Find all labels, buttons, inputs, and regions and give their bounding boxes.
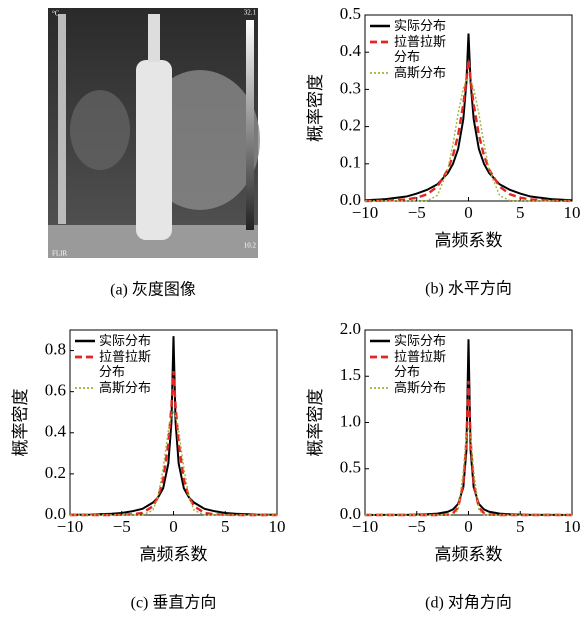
y-tick-label: 0.5: [340, 458, 361, 477]
legend-swatch: [75, 355, 95, 359]
y-axis-label: 概率密度: [306, 389, 325, 457]
y-tick-label: 0.4: [45, 422, 67, 441]
series-line: [365, 77, 572, 202]
x-tick-label: 5: [221, 517, 230, 536]
y-tick-label: 0.2: [45, 463, 66, 482]
y-tick-label: 1.5: [340, 365, 361, 384]
series-line: [365, 380, 572, 517]
legend-entry: 拉普拉斯分布: [369, 349, 452, 379]
legend-label: 拉普拉斯分布: [394, 349, 447, 379]
legend-swatch: [370, 24, 390, 28]
y-tick-label: 0.4: [340, 41, 362, 60]
series-line: [70, 410, 277, 516]
caption: (b) 水平方向: [425, 280, 512, 298]
legend-entry: 实际分布: [369, 18, 452, 33]
y-tick-label: 0.5: [340, 4, 361, 23]
x-tick-label: 10: [564, 203, 581, 222]
x-tick-label: 5: [516, 517, 525, 536]
x-tick-label: 10: [269, 517, 286, 536]
x-tick-label: −5: [408, 517, 426, 536]
x-tick-label: −5: [113, 517, 131, 536]
legend-entry: 高斯分布: [369, 380, 452, 395]
legend-swatch: [370, 387, 390, 389]
x-tick-label: 10: [564, 517, 581, 536]
legend-entry: 实际分布: [369, 333, 452, 348]
x-axis-label: 高频系数: [435, 231, 503, 250]
series-line: [364, 59, 573, 203]
unit-label: °C: [52, 10, 60, 18]
x-tick-label: 0: [464, 203, 473, 222]
y-axis-label: 概率密度: [11, 389, 30, 457]
legend: 实际分布 拉普拉斯分布 高斯分布: [369, 18, 452, 81]
legend: 实际分布 拉普拉斯分布 高斯分布: [369, 333, 452, 396]
series-line: [69, 336, 278, 516]
legend-label: 实际分布: [394, 18, 447, 33]
legend-swatch: [75, 387, 95, 389]
legend-swatch: [370, 72, 390, 74]
x-tick-label: 0: [464, 517, 473, 536]
x-tick-label: −10: [352, 203, 379, 222]
brand-label: FLIR: [52, 250, 68, 258]
x-tick-label: 5: [516, 203, 525, 222]
series-line: [70, 371, 277, 517]
min-label: 10.2: [244, 242, 257, 250]
legend-label: 实际分布: [99, 333, 152, 348]
legend-label: 拉普拉斯分布: [394, 34, 447, 64]
y-tick-label: 0.0: [340, 190, 361, 209]
legend-label: 拉普拉斯分布: [99, 349, 152, 379]
legend-entry: 拉普拉斯分布: [369, 34, 452, 64]
x-axis-label: 高频系数: [140, 545, 208, 564]
caption: (c) 垂直方向: [131, 594, 217, 612]
legend: 实际分布 拉普拉斯分布 高斯分布: [74, 333, 157, 396]
legend-swatch: [75, 339, 95, 343]
legend-entry: 拉普拉斯分布: [74, 349, 157, 379]
caption: (a) 灰度图像: [110, 281, 196, 299]
legend-label: 高斯分布: [394, 65, 447, 80]
y-axis-label: 概率密度: [306, 74, 325, 142]
x-tick-label: 0: [169, 517, 178, 536]
y-tick-label: 1.0: [340, 411, 361, 430]
y-tick-label: 0.6: [45, 381, 66, 400]
y-tick-label: 0.1: [340, 153, 361, 172]
series-line: [365, 426, 572, 516]
y-tick-label: 0.2: [340, 116, 361, 135]
legend-entry: 高斯分布: [369, 65, 452, 80]
max-label: 32.1: [244, 9, 257, 17]
x-tick-label: −10: [352, 517, 379, 536]
legend-label: 高斯分布: [99, 380, 152, 395]
y-tick-label: 0.0: [340, 504, 361, 523]
caption: (d) 对角方向: [425, 594, 512, 612]
legend-swatch: [370, 355, 390, 359]
legend-swatch: [370, 40, 390, 44]
y-tick-label: 0.3: [340, 78, 361, 97]
x-axis-label: 高频系数: [435, 545, 503, 564]
legend-swatch: [370, 339, 390, 343]
x-tick-label: −10: [57, 517, 84, 536]
y-tick-label: 0.0: [45, 504, 66, 523]
legend-entry: 实际分布: [74, 333, 157, 348]
legend-entry: 高斯分布: [74, 380, 157, 395]
legend-label: 高斯分布: [394, 380, 447, 395]
legend-label: 实际分布: [394, 333, 447, 348]
y-tick-label: 0.8: [45, 339, 66, 358]
series-line: [364, 33, 573, 202]
x-tick-label: −5: [408, 203, 426, 222]
y-tick-label: 2.0: [340, 319, 361, 338]
thermal-image: °C 32.1 10.2 FLIR: [48, 8, 260, 258]
